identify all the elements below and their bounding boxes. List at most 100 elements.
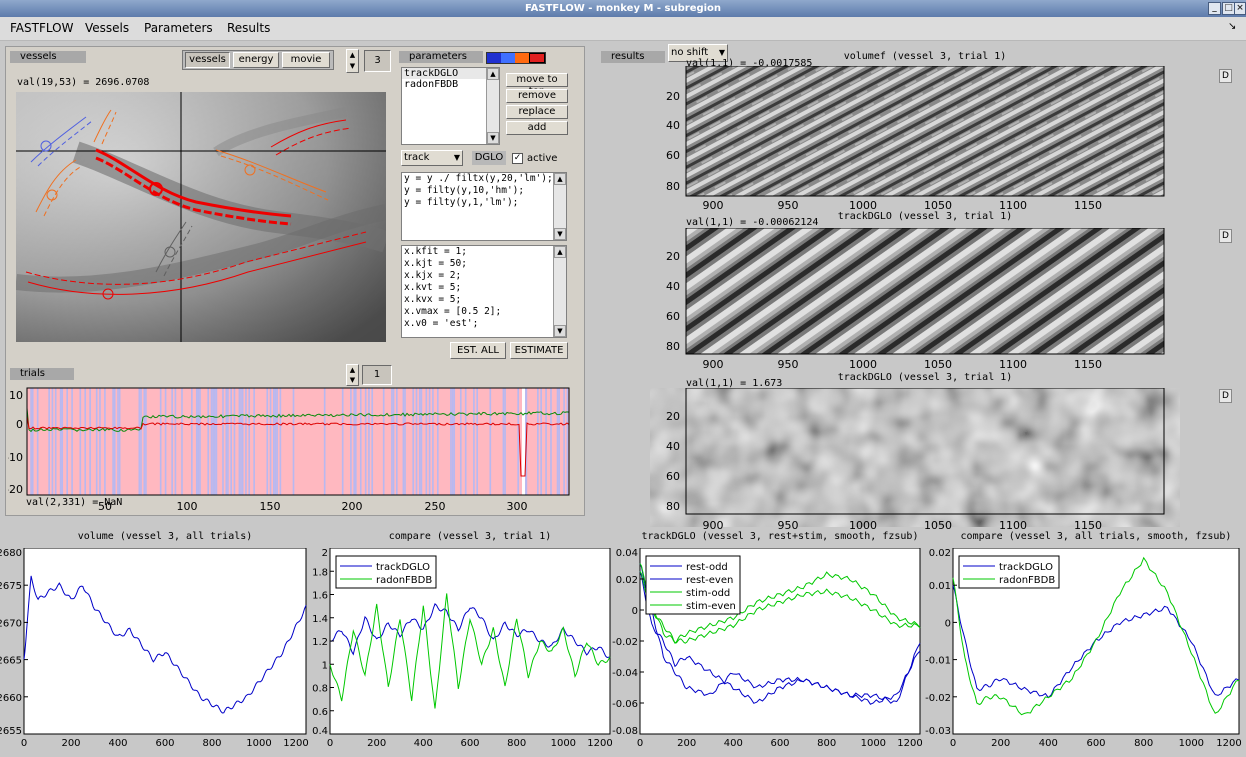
chart-title: trackDGLO (vessel 3, rest+stim, smooth, … bbox=[641, 531, 919, 542]
menu-parameters[interactable]: Parameters bbox=[144, 21, 213, 35]
energy-mode-button[interactable]: energy bbox=[233, 52, 279, 68]
trial-stripe bbox=[425, 388, 428, 495]
vessel-spinner-arrows[interactable]: ▲ ▼ bbox=[346, 49, 359, 73]
chart-xtick: 0 bbox=[950, 738, 956, 749]
scroll-up-icon[interactable]: ▲ bbox=[554, 173, 566, 185]
color-swatch-orange[interactable] bbox=[515, 53, 529, 63]
chart-xtick: 1000 bbox=[246, 738, 271, 749]
scroll-down-icon[interactable]: ▼ bbox=[554, 325, 566, 337]
image-ytick: 20 bbox=[666, 90, 680, 103]
chart-ytick: 0.04 bbox=[616, 548, 638, 559]
series-line bbox=[23, 575, 307, 714]
scroll-up-icon[interactable]: ▲ bbox=[487, 68, 499, 80]
parameter-color-strip[interactable] bbox=[486, 52, 546, 64]
trial-stripe bbox=[566, 388, 569, 495]
trial-stripe bbox=[227, 388, 229, 495]
chart-ytick: -0.04 bbox=[612, 668, 638, 679]
chart-xtick: 200 bbox=[367, 738, 386, 749]
series-line bbox=[639, 563, 921, 705]
parameter-item-trackdglo[interactable]: trackDGLO bbox=[402, 68, 499, 79]
scroll-down-icon[interactable]: ▼ bbox=[554, 228, 566, 240]
trial-spinner-arrows[interactable]: ▲ ▼ bbox=[346, 364, 359, 386]
image-xtick: 1100 bbox=[999, 199, 1027, 212]
trial-stripe bbox=[276, 388, 278, 495]
menu-vessels[interactable]: Vessels bbox=[85, 21, 130, 35]
trials-plot[interactable]: 10 0 -10 -20 50 100 150 200 250 300 bbox=[5, 386, 578, 513]
method-select[interactable]: track ▼ bbox=[401, 150, 463, 166]
parameters-listbox[interactable]: trackDGLO radonFBDB ▲ ▼ bbox=[401, 67, 500, 145]
remove-button[interactable]: remove bbox=[506, 89, 568, 103]
vessels-mode-button[interactable]: vessels bbox=[185, 52, 230, 68]
shift-select[interactable]: no shift ▼ bbox=[668, 44, 728, 62]
move-to-top-button[interactable]: move to top bbox=[506, 73, 568, 97]
trial-stripe bbox=[240, 388, 242, 495]
trial-stripe bbox=[171, 388, 173, 495]
trial-stripe bbox=[540, 388, 542, 495]
trial-stripe bbox=[191, 388, 193, 495]
line-chart[interactable]: 2680 2675 2670 2665 2660 26550 200 400 600 800 100… bbox=[0, 548, 310, 754]
trial-stripe bbox=[459, 388, 462, 495]
filter-scrollbar[interactable]: ▲ ▼ bbox=[553, 173, 566, 240]
estimate-button[interactable]: ESTIMATE bbox=[510, 342, 568, 359]
fit-code-line-2: x.kjt = 50; bbox=[404, 258, 467, 269]
movie-mode-button[interactable]: movie bbox=[282, 52, 330, 68]
line-chart[interactable]: 2 1.8 1.6 1.4 1.2 1 0.8 0.6 0.40 200 400 600 800 1000… bbox=[300, 548, 614, 754]
chart-xtick: 200 bbox=[61, 738, 80, 749]
image-xtick: 1000 bbox=[849, 358, 877, 371]
menu-results[interactable]: Results bbox=[227, 21, 271, 35]
close-button[interactable]: × bbox=[1234, 2, 1246, 15]
color-swatch-red[interactable] bbox=[529, 53, 545, 63]
legend-label: stim-odd bbox=[686, 588, 730, 599]
trial-stripe bbox=[71, 388, 73, 495]
fit-code-editor[interactable]: x.kfit = 1; x.kjt = 50; x.kjx = 2; x.kvt… bbox=[401, 245, 567, 338]
scroll-down-icon[interactable]: ▼ bbox=[487, 132, 499, 144]
trial-stripe bbox=[66, 388, 68, 495]
trial-stripe bbox=[279, 388, 282, 495]
color-swatch-dark-blue[interactable] bbox=[487, 53, 501, 63]
chevron-down-icon: ▼ bbox=[718, 48, 725, 57]
est-all-button[interactable]: EST. ALL bbox=[450, 342, 506, 359]
trial-stripe bbox=[36, 388, 39, 495]
d-button[interactable]: D bbox=[1219, 229, 1232, 243]
line-chart[interactable]: 0.040.020-0.02-0.04-0.06-0.080 200 400 600 8… bbox=[610, 548, 924, 754]
result-image-3[interactable]: 20 40 60 80 900 950 1000 1050 1100 1150 bbox=[650, 387, 1180, 532]
trial-stripe bbox=[392, 388, 395, 495]
vessel-spinner-value[interactable]: 3 bbox=[364, 50, 391, 72]
legend-label: trackDGLO bbox=[999, 562, 1053, 573]
parameters-scrollbar[interactable]: ▲ ▼ bbox=[486, 68, 499, 144]
result-image-1[interactable]: 20 40 60 80 900 950 1000 1050 1100 1150 bbox=[650, 65, 1180, 216]
chart-ytick: 1.2 bbox=[312, 637, 328, 648]
plot-area bbox=[23, 548, 307, 735]
trial-stripe bbox=[432, 388, 434, 495]
chart-xtick: 1000 bbox=[1179, 738, 1204, 749]
minimize-button[interactable]: _ bbox=[1208, 2, 1221, 15]
menu-fastflow[interactable]: FASTFLOW bbox=[10, 21, 74, 35]
legend-label: rest-odd bbox=[686, 562, 728, 573]
trial-spinner-value[interactable]: 1 bbox=[362, 365, 392, 385]
filter-code-editor[interactable]: y = y ./ filtx(y,20,'lm'); y = filty(y,1… bbox=[401, 172, 567, 241]
vessel-image[interactable] bbox=[16, 92, 386, 342]
image-ytick: 40 bbox=[666, 280, 680, 293]
result-image-2[interactable]: 20 40 60 80 900 950 1000 1050 1100 1150 bbox=[650, 227, 1180, 374]
trials-xtick: 200 bbox=[342, 500, 363, 512]
d-button[interactable]: D bbox=[1219, 69, 1232, 83]
replace-button[interactable]: replace bbox=[506, 105, 568, 119]
shift-select-value: no shift bbox=[671, 47, 709, 58]
add-button[interactable]: add bbox=[506, 121, 568, 135]
color-swatch-blue[interactable] bbox=[501, 53, 515, 63]
trial-stripe bbox=[274, 388, 277, 495]
trials-plot-frame bbox=[26, 387, 570, 496]
result-image-2-title: trackDGLO (vessel 3, trial 1) bbox=[837, 211, 1013, 222]
d-button[interactable]: D bbox=[1219, 389, 1232, 403]
line-chart[interactable]: 0.020.010-0.01-0.02-0.030 200 400 600 800 100… bbox=[923, 548, 1243, 754]
trial-stripe bbox=[112, 388, 114, 495]
fit-scrollbar[interactable]: ▲ ▼ bbox=[553, 246, 566, 337]
toolbar-arrow-icon[interactable]: ↘ bbox=[1228, 21, 1237, 32]
trials-ytick: 0 bbox=[16, 418, 23, 431]
trial-stripe bbox=[266, 388, 269, 495]
filter-code-line-3: y = filty(y,1,'lm'); bbox=[404, 197, 519, 208]
active-checkbox[interactable]: ✓ bbox=[512, 153, 523, 164]
trials-ytick: -10 bbox=[8, 451, 23, 464]
scroll-up-icon[interactable]: ▲ bbox=[554, 246, 566, 258]
parameter-item-radonfbdb[interactable]: radonFBDB bbox=[404, 79, 459, 90]
